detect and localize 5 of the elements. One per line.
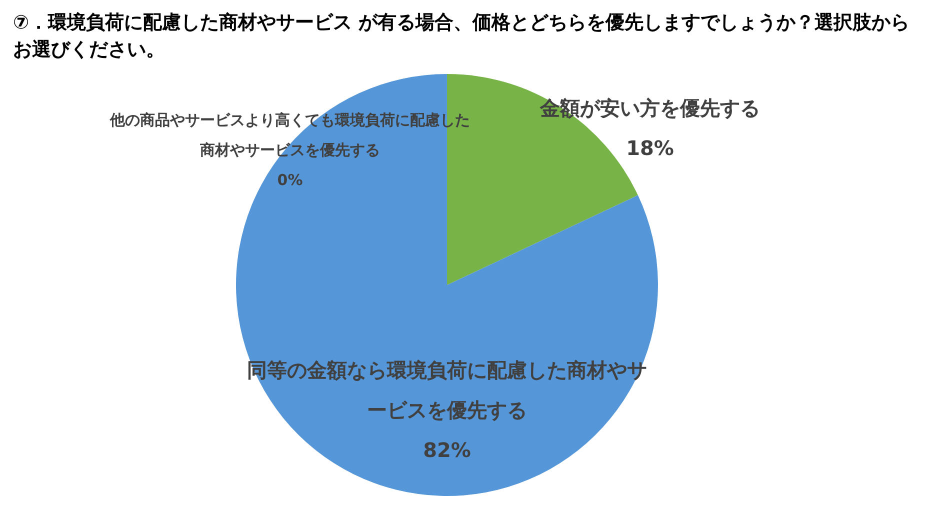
data-label: 18%: [626, 136, 674, 160]
chart-title: ⑦．環境負荷に配慮した商材やサービス が有る場合、価格とどちらを優先しますでしょうか？選択肢からお選びください。: [13, 12, 910, 60]
data-label: 82%: [423, 438, 471, 462]
slice-label: 金額が安い方を優先する: [539, 96, 760, 120]
text: 0%: [277, 171, 303, 189]
